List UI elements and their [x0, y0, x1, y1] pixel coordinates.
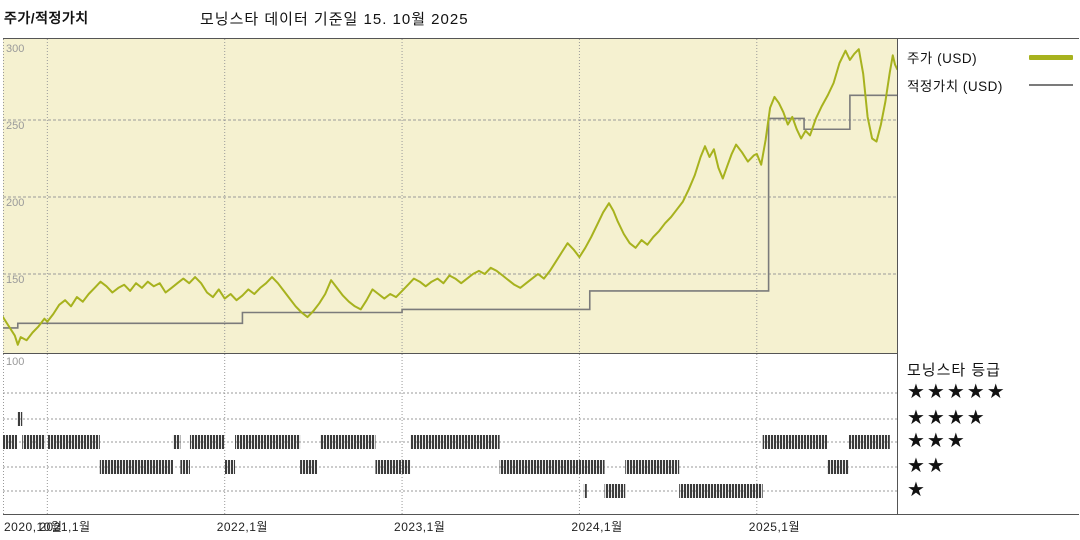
y-tick-label-200: 200 — [6, 197, 25, 209]
x-tick-label: 2023,1월 — [394, 520, 446, 534]
gridlines — [3, 39, 897, 516]
rating-row-3star: ★★★ — [907, 430, 967, 452]
x-tick-label: 2022,1월 — [216, 520, 268, 534]
rating-mark-2star — [180, 460, 190, 474]
chart-subtitle: 모닝스타 데이터 기준일 15. 10월 2025 — [200, 11, 469, 28]
rating-mark-3star — [189, 435, 225, 449]
legend-panel: 주가 (USD) 적정가치 (USD) 모닝스타 등급 ★★★★★ ★★★★ ★★★… — [897, 39, 1079, 514]
y-tick-label-250: 250 — [6, 120, 25, 132]
rating-mark-2star — [499, 460, 605, 474]
x-tick-label: 2020,10월 — [4, 520, 63, 534]
y-tick-label-300: 300 — [6, 43, 25, 55]
price-line-swatch — [1029, 54, 1073, 60]
rating-mark-3star — [320, 435, 376, 449]
rating-mark-1star — [679, 484, 763, 498]
x-tick-label: 2024,1월 — [571, 520, 623, 534]
legend-price-label: 주가 (USD) — [907, 51, 978, 66]
rating-mark-3star — [22, 435, 46, 449]
rating-row-4star: ★★★★ — [907, 407, 987, 429]
price-pane-background — [3, 39, 897, 353]
rating-legend-title: 모닝스타 등급 — [907, 362, 1001, 379]
rating-mark-3star — [47, 435, 100, 449]
chart-canvas — [3, 39, 897, 516]
rating-mark-1star — [604, 484, 626, 498]
rating-mark-3star — [410, 435, 500, 449]
rating-mark-2star — [375, 460, 411, 474]
x-axis-labels: 2020,10월 2021,1월 2022,1월 2023,1월 2024,1월 2025… — [3, 518, 1079, 536]
legend-item-price: 주가 (USD) — [898, 47, 1079, 67]
rating-marks — [3, 412, 890, 498]
rating-row-1star: ★ — [907, 479, 927, 501]
rating-mark-2star — [300, 460, 318, 474]
rating-mark-2star — [826, 460, 849, 474]
rating-row-5star: ★★★★★ — [907, 381, 1007, 403]
rating-mark-3star — [3, 435, 18, 449]
legend-item-fair-value: 적정가치 (USD) — [898, 75, 1079, 95]
rating-mark-2star — [224, 460, 236, 474]
rating-mark-3star — [172, 435, 181, 449]
x-tick-label: 2025,1월 — [748, 520, 801, 534]
data-series — [3, 48, 897, 346]
rating-mark-3star — [762, 435, 827, 449]
page-title: 주가/적정가치 — [4, 10, 89, 26]
x-tick-label: 2021,1월 — [39, 520, 91, 534]
chart-frame: 300 250 200 150 100 주가 (USD) 적정가치 (USD) 모닝스타… — [3, 38, 1079, 516]
rating-mark-1star — [583, 484, 587, 498]
rating-mark-3star — [235, 435, 301, 449]
fair-value-line-swatch — [1029, 84, 1073, 86]
rating-mark-4star — [17, 412, 23, 426]
rating-mark-3star — [848, 435, 890, 449]
y-tick-label-150: 150 — [6, 274, 25, 286]
rating-row-2star: ★★ — [907, 455, 947, 477]
legend-fair-value-label: 적정가치 (USD) — [907, 79, 1003, 94]
y-tick-label-100: 100 — [6, 356, 25, 368]
rating-mark-2star — [625, 460, 680, 474]
pane-divider — [3, 353, 1079, 354]
rating-mark-2star — [99, 460, 173, 474]
